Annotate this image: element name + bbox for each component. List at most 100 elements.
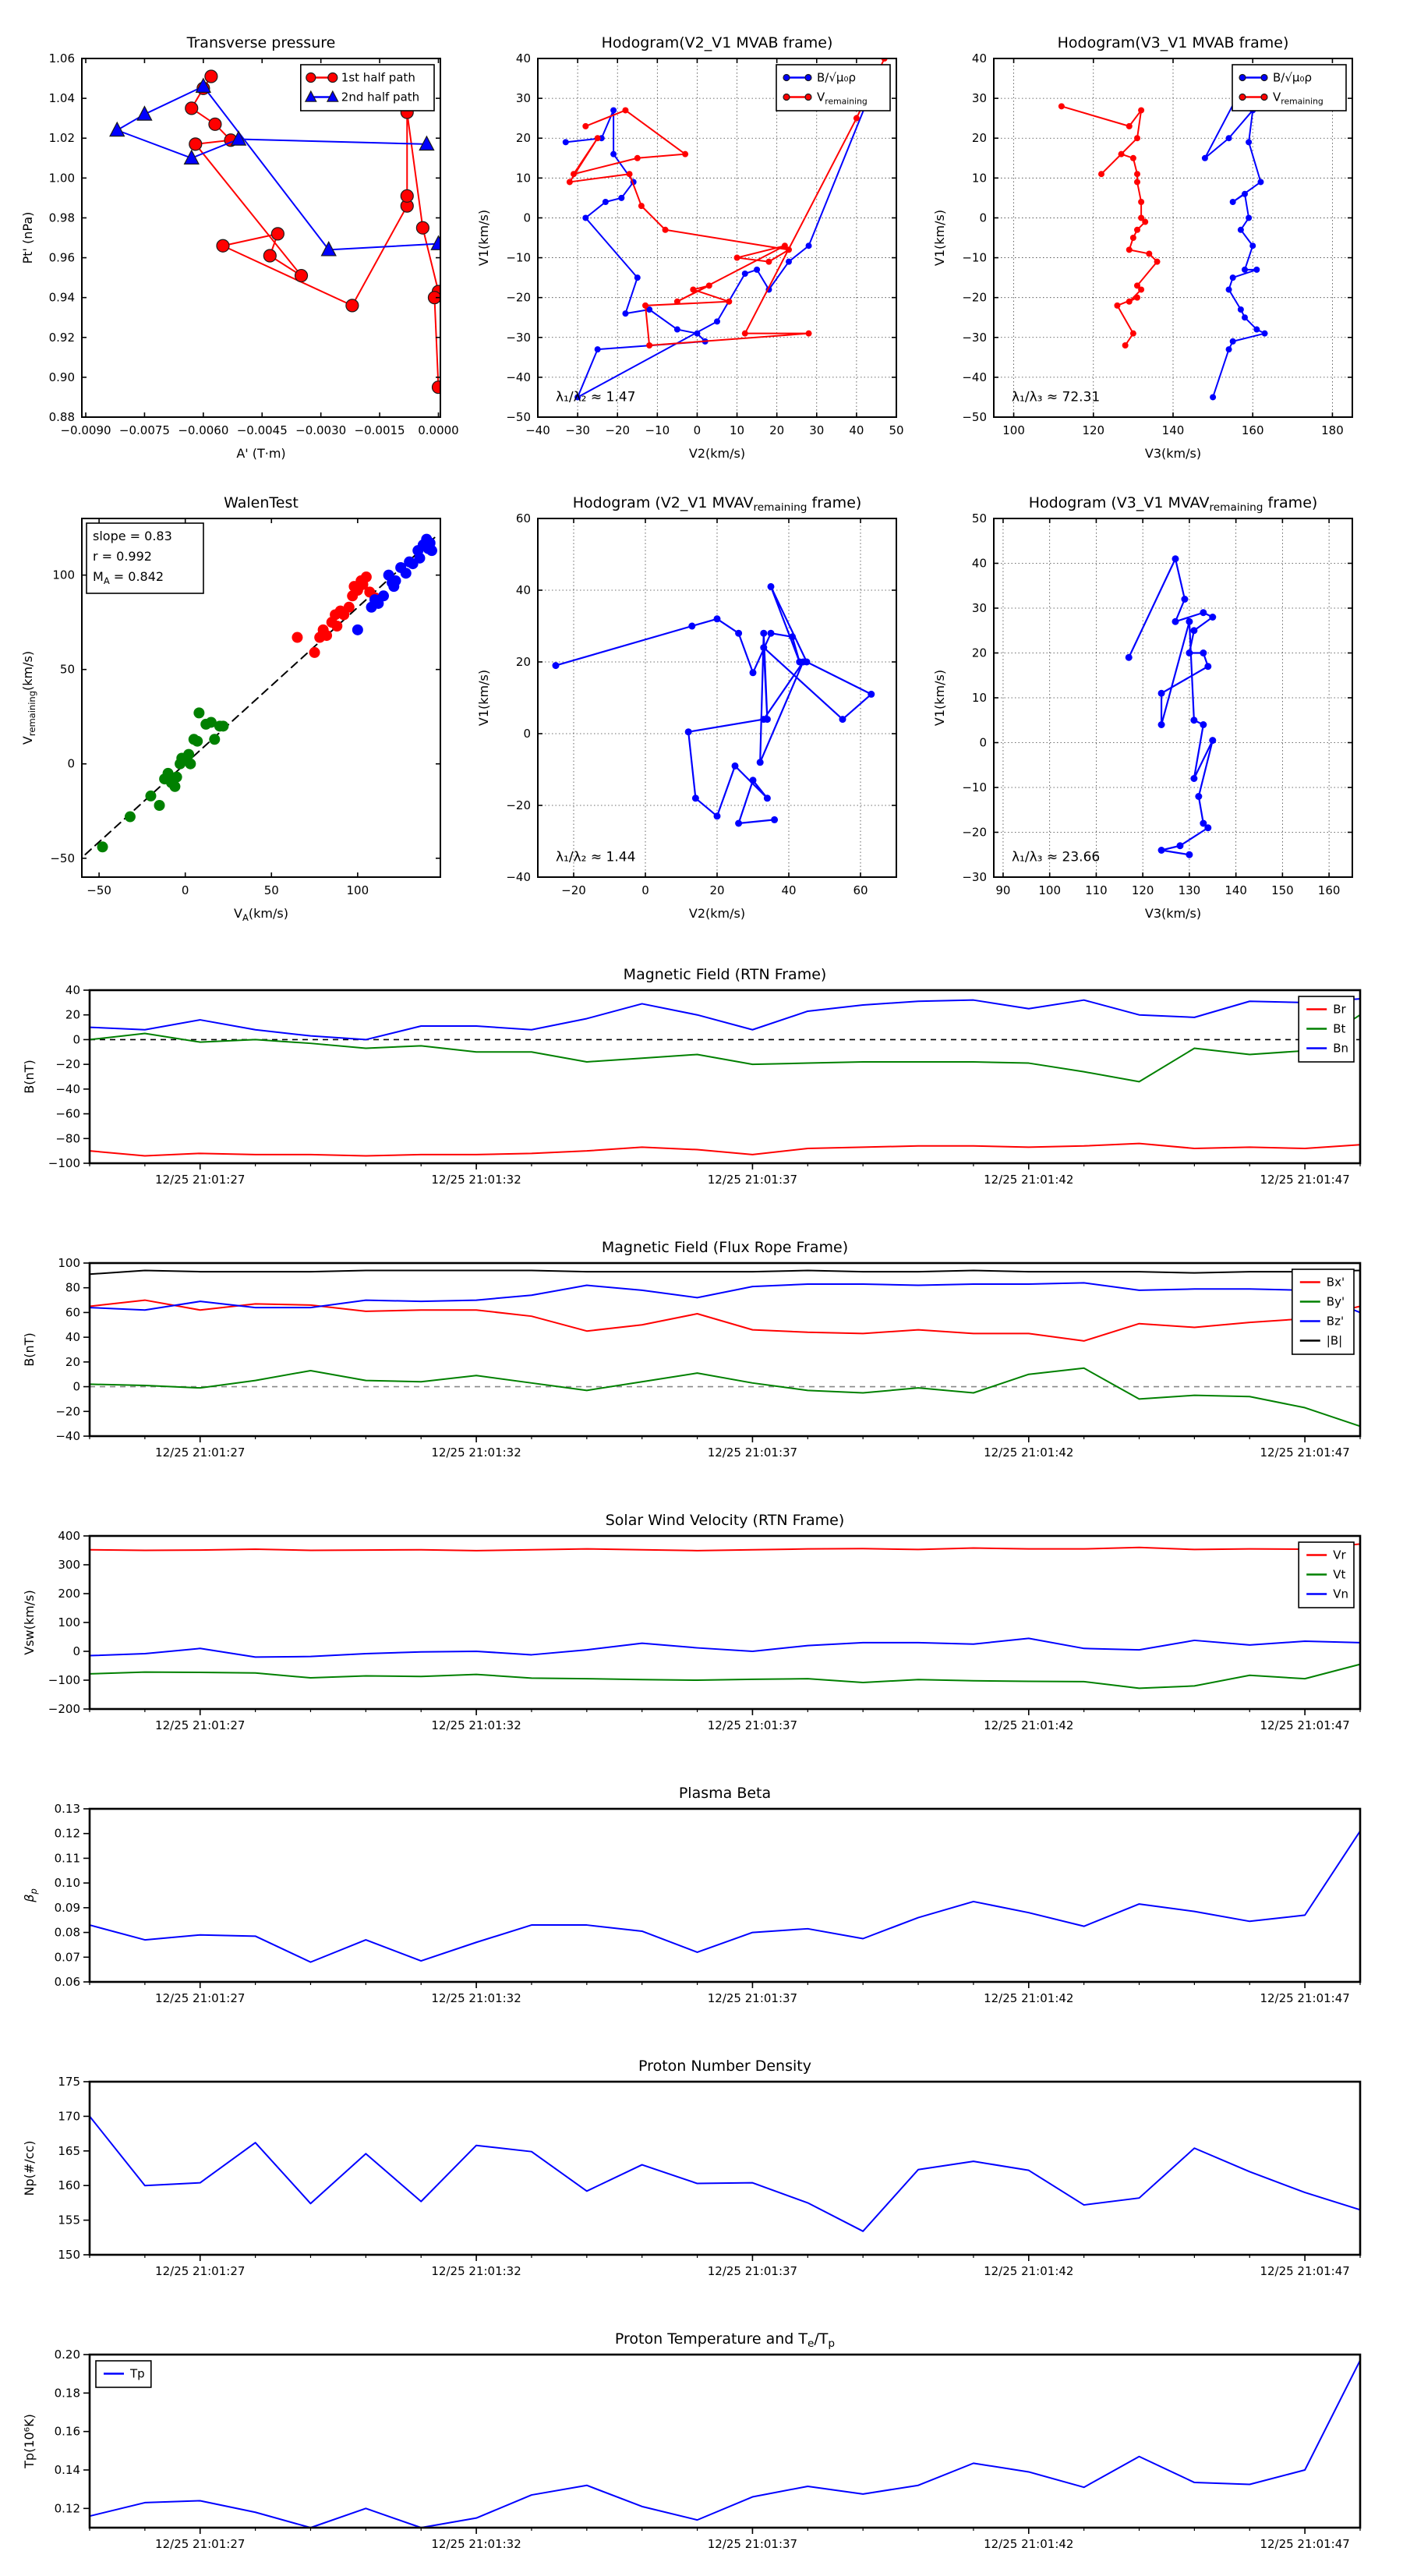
svg-text:100: 100 (58, 1615, 80, 1629)
svg-text:−20: −20 (962, 826, 987, 840)
axis-ticks: −20 0 20 40 60 −40 −20 0 20 40 60 (506, 511, 896, 897)
svg-text:0.14: 0.14 (55, 2463, 80, 2477)
svg-text:40: 40 (972, 51, 987, 65)
svg-text:140: 140 (1162, 423, 1185, 437)
svg-text:−50: −50 (87, 883, 111, 897)
svg-text:12/25 21:01:42: 12/25 21:01:42 (984, 1173, 1073, 1187)
chart-walen_test: −50 0 50 100 −50 0 50 100 WalenTest VA(km/s) Vrema… (20, 494, 441, 923)
svg-text:150: 150 (1271, 883, 1294, 897)
svg-text:170: 170 (58, 2109, 80, 2123)
svg-text:10: 10 (972, 691, 987, 705)
axes-frame (88, 2353, 1362, 2529)
svg-text:1.06: 1.06 (49, 51, 75, 65)
svg-text:12/25 21:01:37: 12/25 21:01:37 (708, 1991, 797, 2005)
svg-text:12/25 21:01:37: 12/25 21:01:37 (708, 1718, 797, 1732)
svg-text:12/25 21:01:37: 12/25 21:01:37 (708, 2264, 797, 2278)
svg-text:12/25 21:01:37: 12/25 21:01:37 (708, 1173, 797, 1187)
svg-text:180: 180 (1321, 423, 1344, 437)
svg-text:Proton Number Density: Proton Number Density (638, 2058, 811, 2075)
series-v-remaining (552, 582, 875, 827)
svg-text:V3(km/s): V3(km/s) (1145, 446, 1201, 461)
svg-text:Bx': Bx' (1327, 1276, 1345, 1290)
svg-text:Hodogram(V2_V1 MVAB frame): Hodogram(V2_V1 MVAB frame) (602, 34, 833, 51)
series-tp (89, 2359, 1361, 2528)
svg-text:−20: −20 (962, 291, 987, 305)
svg-text:−40: −40 (962, 370, 987, 384)
svg-text:Bz': Bz' (1327, 1315, 1344, 1329)
svg-text:12/25 21:01:42: 12/25 21:01:42 (984, 1991, 1073, 2005)
axes-frame (88, 1261, 1362, 1438)
svg-text:1.04: 1.04 (49, 91, 75, 105)
svg-text:r = 0.992: r = 0.992 (93, 549, 152, 564)
svg-text:−0.0060: −0.0060 (178, 423, 228, 437)
svg-text:−100: −100 (48, 1156, 80, 1170)
svg-text:0.10: 0.10 (55, 1876, 80, 1890)
svg-text:−20: −20 (605, 423, 630, 437)
svg-text:MA = 0.842: MA = 0.842 (93, 569, 164, 586)
svg-text:20: 20 (769, 423, 784, 437)
axes-frame (81, 58, 441, 418)
svg-text:−30: −30 (962, 331, 987, 345)
svg-text:10: 10 (516, 171, 531, 185)
svg-text:12/25 21:01:27: 12/25 21:01:27 (155, 2537, 245, 2551)
svg-text:40: 40 (516, 583, 531, 597)
svg-text:0.08: 0.08 (55, 1926, 80, 1940)
chart-b_rtn: 12/25 21:01:27 12/25 21:01:32 12/25 21:01:… (22, 966, 1362, 1187)
svg-text:−200: −200 (48, 1702, 80, 1716)
legend: Vr Vt Vn (1298, 1541, 1355, 1608)
svg-text:80: 80 (65, 1281, 80, 1295)
chart-plasma_beta: 12/25 21:01:27 12/25 21:01:32 12/25 21:01:… (22, 1785, 1362, 2005)
series-middle-interval (292, 571, 380, 658)
svg-text:Np(#/cc): Np(#/cc) (22, 2141, 37, 2196)
svg-text:12/25 21:01:27: 12/25 21:01:27 (155, 1173, 245, 1187)
svg-text:0: 0 (67, 757, 75, 771)
svg-text:60: 60 (65, 1305, 80, 1319)
svg-text:−20: −20 (55, 1404, 80, 1418)
chart-vsw_rtn: 12/25 21:01:27 12/25 21:01:32 12/25 21:01:… (22, 1512, 1362, 1732)
svg-text:0.96: 0.96 (49, 251, 75, 265)
svg-text:λ₁/λ₂ ≈ 1.44: λ₁/λ₂ ≈ 1.44 (556, 849, 635, 865)
svg-text:Br: Br (1333, 1003, 1346, 1017)
svg-text:110: 110 (1085, 883, 1108, 897)
svg-text:Transverse pressure: Transverse pressure (186, 34, 336, 51)
svg-text:−80: −80 (55, 1131, 80, 1145)
svg-text:0: 0 (72, 1644, 80, 1658)
svg-text:V1(km/s): V1(km/s) (932, 210, 947, 266)
svg-text:0.88: 0.88 (49, 410, 75, 424)
svg-text:12/25 21:01:32: 12/25 21:01:32 (431, 1445, 521, 1460)
svg-text:B/√μ₀ρ: B/√μ₀ρ (817, 71, 856, 85)
svg-text:|B|: |B| (1327, 1334, 1342, 1348)
svg-text:165: 165 (58, 2144, 80, 2158)
svg-text:Tp(10⁶K): Tp(10⁶K) (22, 2414, 37, 2469)
svg-text:−20: −20 (55, 1057, 80, 1071)
svg-text:0.0000: 0.0000 (418, 423, 459, 437)
chart-hodogram_v3v1_mvab: 100 120 140 160 180 −50 −40 −30 −20 −10 0 10 20 30 40 H… (932, 34, 1353, 461)
svg-text:−40: −40 (55, 1082, 80, 1096)
svg-text:−50: −50 (962, 410, 987, 424)
svg-text:0.12: 0.12 (55, 2501, 80, 2515)
svg-text:0.16: 0.16 (55, 2425, 80, 2439)
svg-text:1st half path: 1st half path (341, 71, 415, 85)
svg-text:0: 0 (182, 883, 189, 897)
axes-frame (88, 1807, 1362, 1983)
series-1st-half-path (185, 69, 441, 395)
svg-text:0.12: 0.12 (55, 1827, 80, 1841)
chart-transverse_pressure: −0.0090 −0.0075 −0.0060 −0.0045 −0.0030 −0.00… (20, 34, 459, 461)
axes-frame (88, 2080, 1362, 2256)
svg-text:V3(km/s): V3(km/s) (1145, 906, 1201, 921)
svg-text:0: 0 (72, 1380, 80, 1394)
svg-text:2nd half path: 2nd half path (341, 90, 419, 104)
svg-text:−10: −10 (962, 251, 987, 265)
svg-text:12/25 21:01:32: 12/25 21:01:32 (431, 2264, 521, 2278)
svg-text:0.20: 0.20 (55, 2348, 80, 2362)
svg-text:Pt' (nPa): Pt' (nPa) (20, 212, 35, 264)
svg-text:40: 40 (849, 423, 864, 437)
svg-text:10: 10 (972, 171, 987, 185)
axes-frame (88, 989, 1362, 1165)
svg-text:12/25 21:01:47: 12/25 21:01:47 (1260, 1718, 1349, 1732)
svg-text:20: 20 (65, 1355, 80, 1369)
svg-text:0: 0 (523, 727, 531, 741)
svg-text:−50: −50 (50, 851, 75, 865)
svg-text:20: 20 (65, 1008, 80, 1022)
svg-text:0: 0 (979, 211, 987, 225)
